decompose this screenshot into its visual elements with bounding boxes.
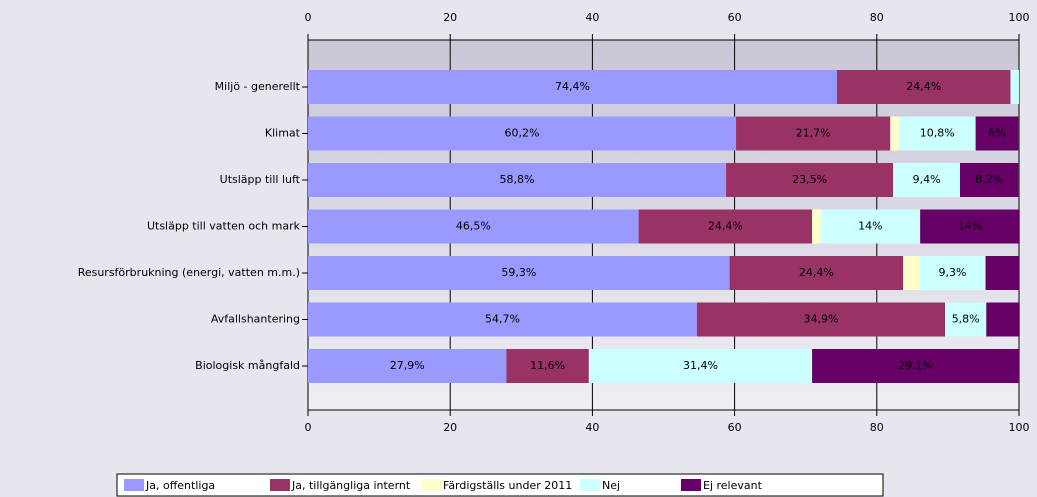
data-label: 24,4% bbox=[799, 266, 834, 279]
bar-segment bbox=[308, 70, 837, 104]
x-tick-label-top: 60 bbox=[728, 11, 742, 24]
data-label: 34,9% bbox=[804, 313, 839, 326]
bar-segment bbox=[308, 302, 697, 337]
data-label: 5,8% bbox=[952, 313, 980, 326]
data-label: 21,7% bbox=[796, 127, 831, 140]
bar-segment bbox=[308, 256, 730, 290]
legend-swatch bbox=[580, 479, 600, 491]
data-label: 60,2% bbox=[505, 127, 540, 140]
x-tick-label-top: 20 bbox=[443, 11, 457, 24]
legend-label: Färdigställs under 2011 bbox=[443, 479, 572, 492]
bar-segment bbox=[729, 256, 904, 290]
bar-segment bbox=[985, 256, 1019, 290]
data-label: 9,4% bbox=[913, 173, 941, 186]
legend-swatch bbox=[681, 479, 701, 491]
bar-segment bbox=[696, 302, 946, 337]
bar-segment bbox=[919, 256, 986, 290]
legend-swatch bbox=[421, 479, 441, 491]
x-tick-label-bottom: 100 bbox=[1009, 421, 1030, 434]
data-label: 24,4% bbox=[708, 220, 743, 233]
bar-segment bbox=[893, 163, 960, 197]
bar-segment bbox=[588, 349, 813, 383]
legend-label: Ja, tillgängliga internt bbox=[291, 479, 411, 492]
legend-swatch bbox=[124, 479, 144, 491]
bar-segment bbox=[898, 116, 976, 151]
x-tick-label-bottom: 80 bbox=[870, 421, 884, 434]
bar-segment bbox=[975, 116, 1019, 151]
x-tick-label-bottom: 0 bbox=[305, 421, 312, 434]
bar-segment bbox=[1010, 70, 1019, 104]
y-tick-label: Utsläpp till luft bbox=[220, 173, 301, 186]
bar-segment bbox=[812, 209, 821, 244]
bar-segment bbox=[308, 163, 727, 197]
data-label: 31,4% bbox=[683, 359, 718, 372]
data-label: 24,4% bbox=[906, 80, 941, 93]
bar-segment bbox=[903, 256, 920, 290]
y-tick-label: Biologisk mångfald bbox=[195, 359, 300, 372]
x-tick-label-top: 80 bbox=[870, 11, 884, 24]
bar-segment bbox=[726, 163, 894, 197]
data-label: 58,8% bbox=[500, 173, 535, 186]
data-label: 6% bbox=[988, 127, 1005, 140]
data-label: 54,7% bbox=[485, 313, 520, 326]
x-tick-label-bottom: 60 bbox=[728, 421, 742, 434]
x-tick-label-bottom: 20 bbox=[443, 421, 457, 434]
bar-segment bbox=[820, 209, 921, 244]
bar-segment bbox=[812, 349, 1019, 383]
y-tick-label: Utsläpp till vatten och mark bbox=[147, 220, 301, 233]
bar-segment bbox=[920, 209, 1020, 244]
data-label: 8,2% bbox=[975, 173, 1003, 186]
data-label: 29,1% bbox=[898, 359, 933, 372]
data-label: 23,5% bbox=[792, 173, 827, 186]
bar-segment bbox=[308, 116, 737, 151]
bar-segment bbox=[638, 209, 813, 244]
legend-label: Nej bbox=[602, 479, 620, 492]
y-tick-label: Resursförbrukning (energi, vatten m.m.) bbox=[78, 266, 300, 279]
x-tick-label-bottom: 40 bbox=[585, 421, 599, 434]
data-label: 9,3% bbox=[939, 266, 967, 279]
data-label: 74,4% bbox=[555, 80, 590, 93]
bar-segment bbox=[736, 116, 891, 151]
bar-segment bbox=[890, 116, 899, 151]
data-label: 14% bbox=[858, 220, 882, 233]
data-label: 10,8% bbox=[920, 127, 955, 140]
x-tick-label-top: 100 bbox=[1009, 11, 1030, 24]
data-label: 59,3% bbox=[501, 266, 536, 279]
y-tick-label: Avfallshantering bbox=[211, 313, 300, 326]
bar-segment bbox=[308, 209, 639, 244]
data-label: 11,6% bbox=[530, 359, 565, 372]
data-label: 27,9% bbox=[390, 359, 425, 372]
legend-swatch bbox=[270, 479, 290, 491]
x-tick-label-top: 40 bbox=[585, 11, 599, 24]
bar-segment bbox=[836, 70, 1011, 104]
bar-segment bbox=[986, 302, 1020, 337]
bar-segment bbox=[506, 349, 589, 383]
x-tick-label-top: 0 bbox=[305, 11, 312, 24]
bar-segment bbox=[945, 302, 987, 337]
bar-segment bbox=[959, 163, 1019, 197]
bar-segment bbox=[308, 349, 507, 383]
y-tick-label: Miljö - generellt bbox=[215, 80, 301, 93]
data-label: 14% bbox=[958, 220, 982, 233]
legend-label: Ej relevant bbox=[703, 479, 763, 492]
data-label: 46,5% bbox=[456, 220, 491, 233]
legend-label: Ja, offentliga bbox=[145, 479, 215, 492]
y-tick-label: Klimat bbox=[265, 127, 301, 140]
